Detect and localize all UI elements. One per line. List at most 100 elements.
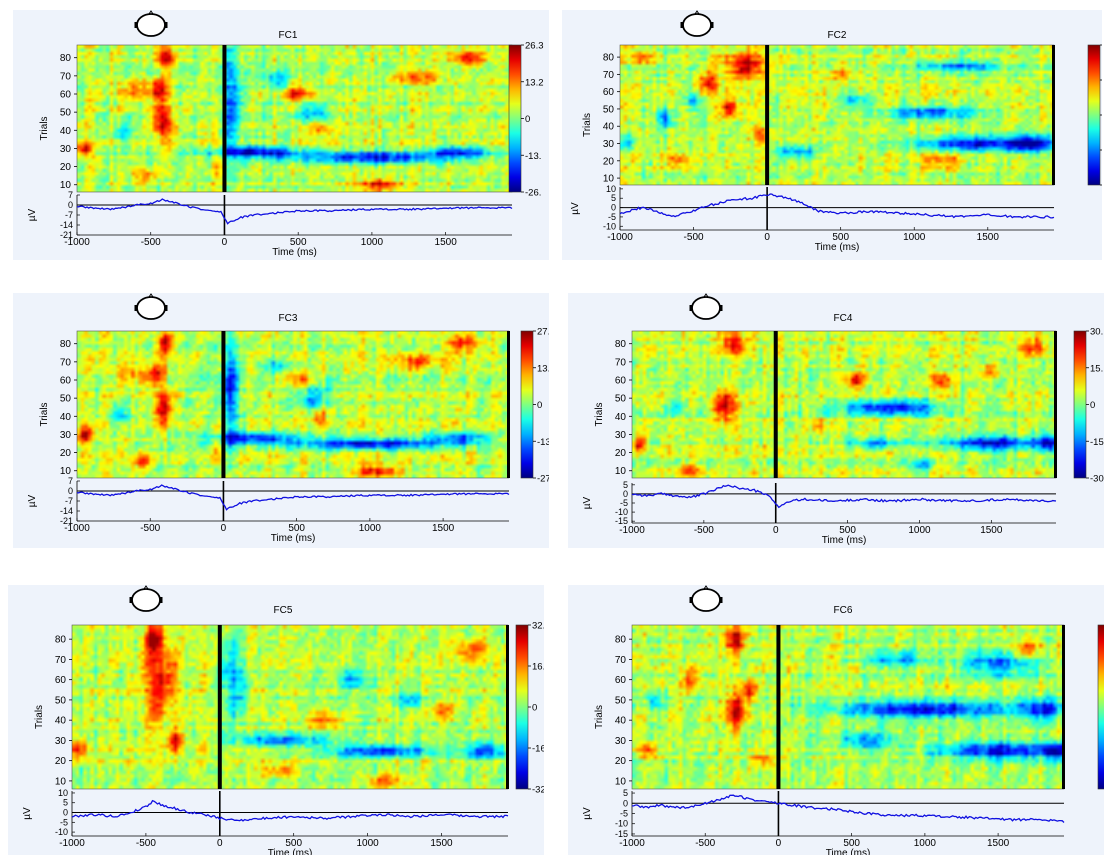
heatmap-image [620, 45, 1054, 185]
x-tick-label: 1000 [356, 838, 379, 849]
x-tick-label: 1000 [903, 232, 926, 243]
x-tick-label: 500 [832, 232, 849, 243]
x-tick-label: -1000 [64, 523, 90, 534]
right-ear-icon [159, 597, 163, 603]
right-ear-icon [164, 305, 168, 311]
channel-title: FC5 [274, 605, 293, 616]
y-tick-label: 20 [615, 756, 627, 767]
right-ear-icon [719, 597, 723, 603]
erp-y-tick-label: -21 [60, 230, 73, 240]
y-tick-label: 20 [615, 448, 627, 459]
erp-y-tick-label: -5 [60, 817, 68, 827]
y-tick-label: 60 [603, 87, 615, 98]
y-tick-label: 50 [60, 394, 72, 405]
x-tick-label: 0 [773, 525, 779, 536]
panel-fc2: FC21020304050607080Trials38.219.10-19.-3… [562, 10, 1102, 260]
erp-y-tick-label: 0 [623, 798, 628, 808]
onset-line [773, 331, 778, 478]
panel-fc3: FC3 10 20 30 40 50 60 70 80 Trials 27. 13. 0 -13 -27 7 0… [13, 293, 549, 548]
colorbar [508, 44, 522, 193]
x-axis-label: Time (ms) [268, 848, 313, 855]
y-axis-label: Trials [34, 705, 45, 729]
colorbar-tick-label: 15. [1090, 363, 1103, 374]
y-tick-label: 70 [60, 71, 72, 82]
x-tick-label: 0 [222, 237, 228, 248]
x-tick-label: 1000 [359, 523, 382, 534]
x-axis-label: Time (ms) [272, 247, 317, 258]
channel-title: FC2 [828, 30, 847, 41]
x-tick-label: 1000 [914, 838, 937, 849]
x-tick-label: 0 [221, 523, 227, 534]
colorbar-tick-label: 27. [537, 327, 549, 338]
x-axis-label: Time (ms) [826, 848, 871, 855]
erp-y-tick-label: -14 [60, 220, 73, 230]
heatmap-image [632, 331, 1056, 478]
colorbar-tick-label: -13. [525, 151, 541, 162]
erp-y-tick-label: -14 [60, 506, 73, 516]
erp-y-axis-label: µV [582, 807, 593, 820]
right-border [506, 625, 509, 789]
x-tick-label: 1000 [908, 525, 931, 536]
left-ear-icon [129, 597, 133, 603]
colorbar-tick-label: -30 [1090, 474, 1104, 485]
erp-y-tick-label: -5 [620, 809, 628, 819]
colorbar-tick-label: -26. [525, 188, 541, 199]
y-tick-label: 60 [60, 90, 72, 101]
y-tick-label: 30 [60, 430, 72, 441]
x-tick-label: 1500 [430, 838, 453, 849]
panel-fc4: FC4 10 20 30 40 50 60 70 80 Trials 30. 15. 0 -15 -30 5 0… [568, 293, 1104, 548]
y-tick-label: 40 [60, 412, 72, 423]
erp-y-tick-label: -7 [65, 496, 73, 506]
onset-line [222, 45, 227, 192]
y-tick-label: 20 [60, 448, 72, 459]
colorbar [515, 624, 529, 790]
x-tick-label: 500 [290, 237, 307, 248]
erp-y-tick-label: -10 [615, 507, 628, 517]
erp-y-tick-label: 5 [63, 798, 68, 808]
colorbar [1073, 330, 1087, 479]
onset-line [765, 45, 770, 185]
y-tick-label: 50 [55, 695, 67, 706]
colorbar-tick-label: 16.3 [532, 662, 544, 673]
erp-y-axis-label: µV [570, 202, 581, 215]
erp-trace [71, 799, 509, 822]
x-tick-label: 1500 [977, 232, 1000, 243]
x-tick-label: 500 [285, 838, 302, 849]
y-tick-label: 80 [55, 635, 67, 646]
y-tick-label: 60 [55, 675, 67, 686]
channel-title: FC3 [279, 313, 298, 324]
y-tick-label: 50 [615, 695, 627, 706]
x-tick-label: -500 [695, 838, 715, 849]
y-tick-label: 40 [55, 716, 67, 727]
colorbar-tick-label: -16. [532, 744, 544, 755]
y-tick-label: 80 [60, 53, 72, 64]
nose-icon [143, 585, 149, 590]
channel-title: FC4 [834, 313, 853, 324]
y-tick-label: 70 [615, 655, 627, 666]
colorbar-tick-label: 32.7 [532, 621, 544, 632]
erp-trace [77, 484, 510, 511]
x-tick-label: -500 [140, 523, 160, 534]
colorbar-tick-label: 0 [525, 114, 530, 125]
x-tick-label: 0 [776, 838, 782, 849]
colorbar-tick-label: -27 [537, 474, 549, 485]
y-tick-label: 70 [615, 357, 627, 368]
y-tick-label: 10 [603, 174, 615, 185]
channel-title: FC6 [834, 605, 853, 616]
x-tick-label: -1000 [619, 838, 645, 849]
erp-y-axis-label: µV [27, 208, 38, 221]
nose-icon [703, 585, 709, 590]
y-tick-label: 70 [603, 70, 615, 81]
erp-image-chart: FC41020304050607080Trials30.15.0-15-3050… [568, 293, 1104, 548]
colorbar [1097, 624, 1104, 790]
x-tick-label: 1500 [987, 838, 1010, 849]
erp-y-tick-label: 0 [68, 486, 73, 496]
colorbar-tick-label: 0 [537, 400, 542, 411]
erp-y-tick-label: -21 [60, 516, 73, 526]
erp-y-tick-label: 5 [611, 193, 616, 203]
y-tick-label: 20 [55, 756, 67, 767]
x-axis-label: Time (ms) [822, 535, 867, 546]
y-tick-label: 20 [603, 156, 615, 167]
y-tick-label: 80 [603, 53, 615, 64]
panel-fc5: FC51020304050607080Trials32.716.30-16.-3… [8, 585, 544, 855]
